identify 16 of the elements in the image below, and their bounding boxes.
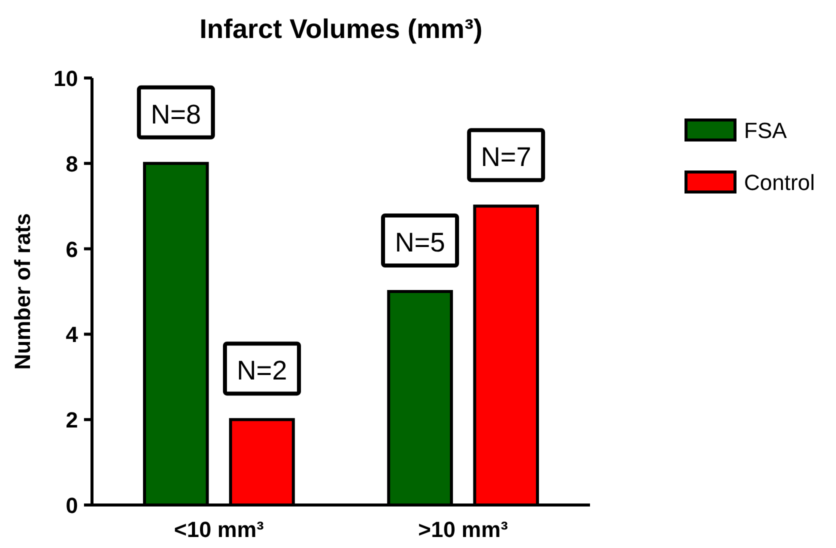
chart-title: Infarct Volumes (mm³) bbox=[199, 14, 483, 44]
y-tick-label: 4 bbox=[66, 322, 79, 348]
y-axis-title: Number of rats bbox=[10, 213, 35, 370]
data-label: N=8 bbox=[150, 99, 202, 130]
legend-label: Control bbox=[744, 170, 815, 195]
y-tick-label: 0 bbox=[66, 493, 78, 518]
x-tick-label: <10 mm³ bbox=[174, 517, 264, 542]
data-label: N=2 bbox=[236, 356, 288, 386]
x-tick-label: >10 mm³ bbox=[418, 517, 508, 542]
legend-label: FSA bbox=[744, 118, 788, 143]
data-label: N=7 bbox=[480, 142, 532, 172]
y-tick-label: 2 bbox=[66, 408, 78, 433]
y-tick-label: 10 bbox=[54, 66, 78, 91]
y-tick-label: 8 bbox=[66, 151, 78, 176]
data-label: N=5 bbox=[394, 228, 446, 258]
y-tick-label: 6 bbox=[66, 236, 78, 262]
